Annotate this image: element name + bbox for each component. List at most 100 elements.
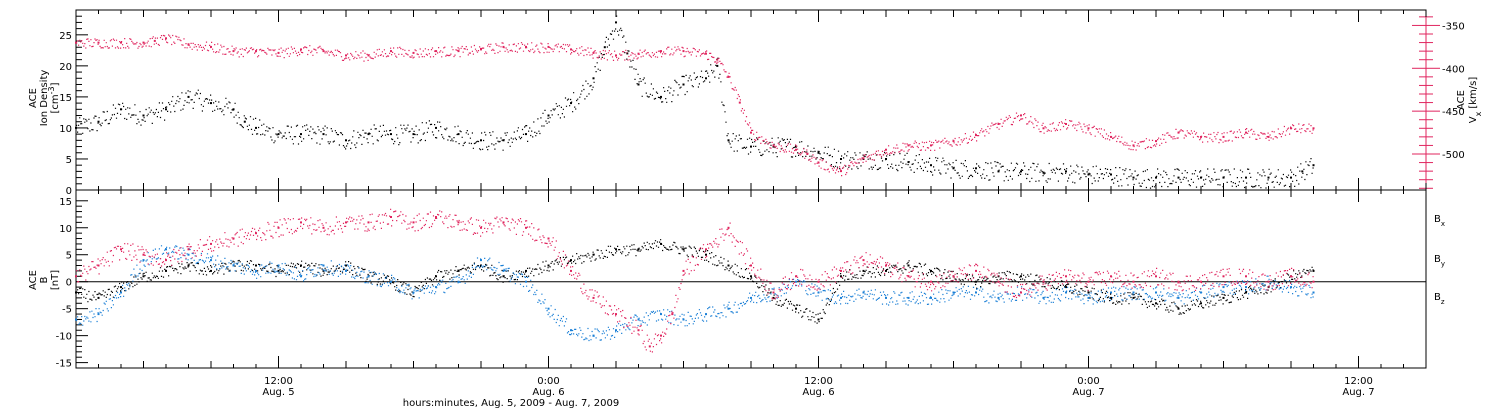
by-series-point [727, 307, 730, 310]
bx-series-point [187, 264, 190, 267]
density-series-point [930, 164, 932, 167]
legend-bz: Bz [1434, 292, 1445, 306]
bz-series-point [705, 248, 707, 251]
density-series-point [1087, 173, 1090, 176]
top-right-axis-label: ACE Vx[km/s] [1456, 77, 1483, 124]
vx-series-point [1042, 127, 1045, 130]
by-series-point [795, 280, 797, 283]
bx-series-point [1312, 269, 1315, 272]
bottom-left-tick-label: -15 [56, 359, 72, 370]
top-left-tick-label: 5 [66, 155, 72, 166]
vx-series-point [952, 140, 955, 143]
bx-series-point [97, 296, 100, 299]
bz-series-point [1267, 280, 1270, 283]
vx-series-point [412, 51, 415, 54]
by-series-point [885, 296, 887, 299]
top-right-tick-label: -450 [1442, 107, 1465, 118]
by-series-point [1312, 291, 1315, 294]
bz-series-point [975, 269, 977, 272]
vx-series-point [840, 170, 842, 173]
by-series-point [187, 253, 190, 256]
by-series-point [637, 318, 640, 321]
bz-series-point [671, 313, 674, 316]
vx-series-point [1155, 140, 1157, 143]
density-series-point [277, 133, 280, 136]
bz-series-point [840, 269, 842, 272]
density-series-cloud [76, 15, 1314, 189]
vx-series-point [345, 54, 347, 57]
density-series-point [1177, 176, 1180, 179]
density-series-point [412, 133, 415, 136]
by-series-point [1132, 291, 1135, 294]
by-series-point [997, 296, 1000, 299]
vx-series-point [862, 157, 865, 160]
bottom-left-tick-label: 0 [66, 278, 72, 289]
vx-series-point [750, 131, 752, 134]
bx-series-point [1200, 302, 1202, 305]
bx-series-point [907, 264, 910, 267]
bz-series-point [1087, 280, 1090, 283]
bz-series-cloud [76, 208, 1314, 353]
bx-series-point [300, 264, 302, 267]
bz-series-point [750, 264, 752, 267]
density-series-point [750, 145, 752, 148]
by-series-point [367, 275, 370, 278]
bz-series-point [592, 296, 595, 299]
by-series-point [750, 296, 752, 299]
bx-series-point [547, 264, 550, 267]
density-series-point [817, 151, 820, 154]
bz-series-point [570, 269, 572, 272]
bottom-panel: 15 10 5 0 -5 -10 -15 [56, 189, 1427, 370]
bx-series [75, 239, 1315, 324]
bz-series-point [1200, 280, 1202, 283]
top-left-label-line2: Ion Density [39, 70, 50, 127]
vx-series-point [367, 54, 370, 57]
vx-series-point [232, 50, 235, 53]
bx-series-point [637, 248, 640, 251]
bx-series-point [1222, 296, 1225, 299]
top-left-tick-label: 15 [59, 93, 72, 104]
bz-series-point [1020, 291, 1022, 294]
bz-series-point [1290, 275, 1292, 278]
vx-series-point [142, 41, 145, 44]
x-tick-label-time: 0:00 [1077, 376, 1099, 387]
density-series-point [142, 114, 145, 117]
top-right-tick-label: -400 [1442, 64, 1465, 75]
by-series-point [457, 280, 460, 283]
bz-series-point [682, 269, 685, 272]
vx-series-point [592, 51, 595, 54]
density-series-point [997, 170, 1000, 173]
bz-series-point [885, 264, 887, 267]
bottom-left-tick-label: -10 [56, 332, 72, 343]
by-series-point [277, 264, 280, 267]
density-series-point [187, 95, 190, 98]
bz-series-point [435, 216, 437, 218]
bz-series-point [648, 345, 651, 348]
density-series-point [243, 120, 246, 123]
density-series-point [840, 158, 842, 160]
bottom-left-label-line2: B [39, 276, 50, 283]
density-series-point [480, 139, 482, 142]
density-series-point [300, 133, 302, 136]
top-left-label-line1: ACE [28, 88, 39, 108]
bottom-left-label-line3: [nT] [50, 270, 61, 290]
density-series-point [603, 46, 606, 49]
bx-series-point [165, 269, 167, 272]
x-axis-label: hours:minutes, Aug. 5, 2009 - Aug. 7, 20… [403, 398, 619, 409]
vx-series-point [480, 48, 482, 51]
vx-series-point [457, 50, 460, 53]
bottom-left-tick-label: 10 [59, 224, 72, 235]
bz-series-point [412, 221, 415, 224]
density-series-point [1301, 170, 1304, 173]
bz-series-point [930, 280, 932, 283]
top-left-axis-label: ACE Ion Density [cm-3] [28, 70, 61, 127]
by-series-point [682, 318, 685, 321]
by-series-point [1290, 286, 1292, 289]
density-series-point [1020, 170, 1022, 173]
density-series-point [952, 167, 955, 170]
bz-series-point [322, 226, 325, 229]
vx-series-point [727, 75, 730, 78]
by-series-point [817, 291, 820, 294]
bz-series-point [97, 264, 100, 267]
